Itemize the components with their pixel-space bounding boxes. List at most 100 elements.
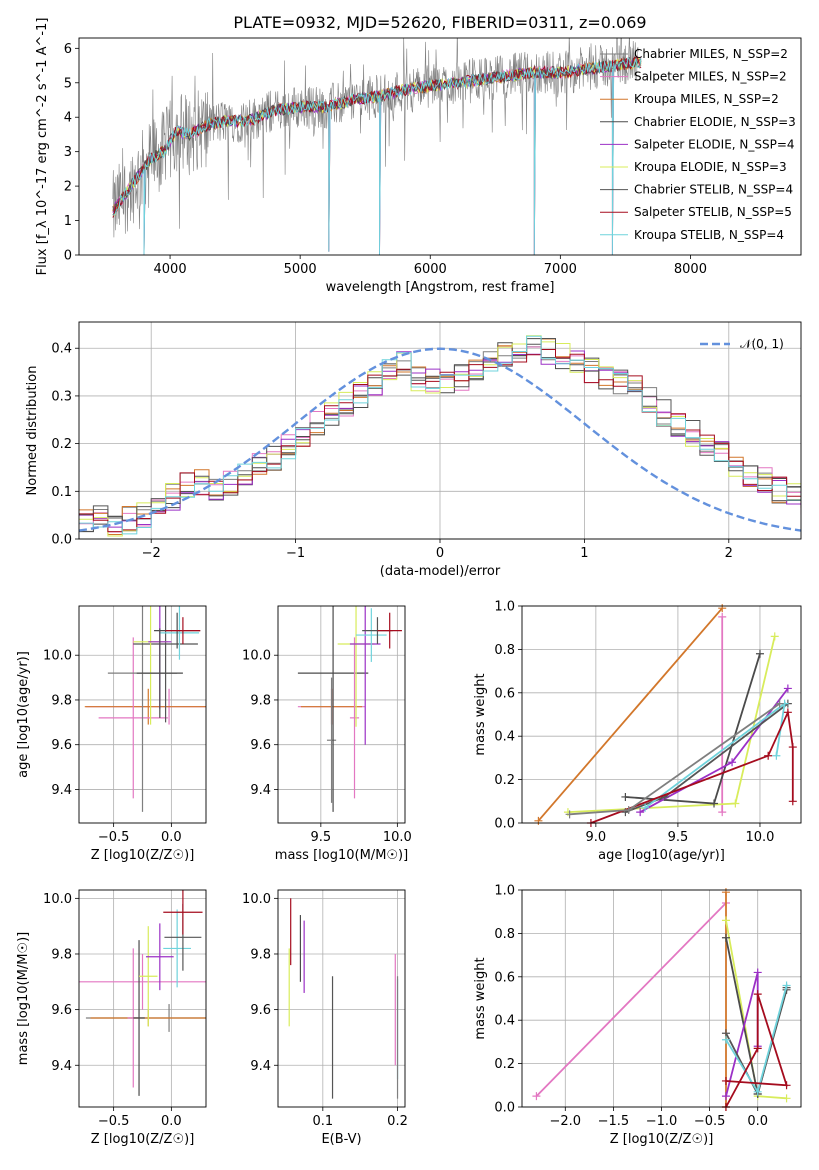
weight-series-line	[537, 607, 723, 822]
y-tick-label: 10.0	[242, 892, 271, 907]
y-tick-label: 0.6	[494, 686, 515, 701]
y-tick-label: 10.0	[43, 649, 72, 664]
plus-marker	[636, 808, 645, 817]
y-tick-label: 1.0	[494, 600, 515, 615]
plus-marker	[718, 808, 727, 817]
plus-marker	[532, 1092, 541, 1101]
y-tick-label: 9.4	[51, 783, 72, 798]
y-tick-label: 0.0	[51, 533, 72, 548]
x-tick-label: −0.5	[98, 830, 130, 845]
x-tick-label: 0.2	[387, 1114, 408, 1129]
axes-frame	[277, 889, 406, 1108]
x-tick-label: 0.1	[312, 1114, 333, 1129]
y-tick-label: 6	[64, 42, 72, 57]
x-tick-label: 0.0	[161, 1114, 182, 1129]
y-tick-label: 9.4	[51, 1059, 72, 1074]
plus-marker	[755, 649, 764, 658]
y-tick-label: 0.2	[494, 1057, 515, 1072]
axes-frame	[521, 605, 802, 824]
y-tick-label: 9.4	[250, 783, 271, 798]
plus-marker	[710, 799, 719, 808]
y-tick-label: 10.0	[43, 892, 72, 907]
plus-marker	[728, 758, 737, 767]
y-axis-label: Flux [f_λ 10^-17 erg cm^-2 s^-1 A^-1]	[35, 18, 50, 276]
y-tick-label: 0.4	[51, 342, 72, 357]
axes-frame	[521, 889, 802, 1108]
y-tick-label: 0.0	[494, 817, 515, 832]
age-vs-mass-panel: 9.5 10.0 9.4 9.6 9.8 10.0 mass [log10(M/M☉)]	[242, 605, 412, 863]
legend-entry: Chabrier STELIB, N_SSP=4	[634, 183, 793, 197]
spectrum-panel: 4000 5000 6000 7000 8000 0 1 2 3 4 5 6 wavelength [A…	[35, 18, 802, 295]
plus-marker	[641, 803, 650, 812]
y-tick-label: 9.6	[51, 1003, 72, 1018]
y-tick-label: 9.8	[51, 693, 72, 708]
plus-marker	[721, 933, 730, 942]
axes-frame	[78, 321, 802, 540]
plus-marker	[731, 799, 740, 808]
y-tick-label: 1	[64, 214, 72, 229]
plus-marker	[783, 708, 792, 717]
observed-spectrum	[112, 38, 639, 238]
plus-marker	[721, 1076, 730, 1085]
x-axis-label: (data-model)/error	[380, 564, 501, 579]
y-tick-label: 9.4	[250, 1059, 271, 1074]
model-spectrum-8	[112, 57, 642, 255]
x-tick-label: −0.5	[98, 1114, 130, 1129]
legend-entry: Kroupa ELODIE, N_SSP=3	[634, 160, 787, 174]
y-tick-label: 3	[64, 145, 72, 160]
y-tick-label: 5	[64, 76, 72, 91]
legend-entry: Kroupa MILES, N_SSP=2	[634, 92, 779, 106]
weight-vs-age-panel: 9.0 9.5 10.0 0.0 0.2 0.4 0.6 0.8 1.0 age [log10(a…	[473, 600, 802, 863]
plus-marker	[565, 810, 574, 819]
mass-vs-Z-panel: −0.5 0.0 9.4 9.6 9.8 10.0 Z [log10(Z/Z☉)] mass …	[16, 889, 207, 1147]
plus-marker	[788, 797, 797, 806]
x-tick-label: 0.0	[747, 1114, 768, 1129]
y-tick-label: 1.0	[494, 884, 515, 899]
plus-marker	[782, 981, 791, 990]
x-tick-label: 2	[725, 546, 733, 561]
plus-marker	[753, 990, 762, 999]
age-vs-Z-panel: −0.5 0.0 9.4 9.6 9.8 10.0 Z [log10(Z/Z☉)] age […	[16, 605, 207, 863]
x-tick-label: −2.0	[550, 1114, 582, 1129]
x-tick-label: −2	[142, 546, 161, 561]
normal-curve	[79, 347, 801, 532]
axes-frame	[277, 605, 406, 824]
x-tick-label: 9.5	[310, 830, 331, 845]
legend-entry: 𝒩(0, 1)	[740, 337, 784, 351]
plus-marker	[775, 699, 784, 708]
plus-marker	[721, 888, 730, 897]
plus-marker	[764, 751, 773, 760]
x-axis-label: mass [log10(M/M☉)]	[275, 848, 408, 863]
plus-marker	[772, 751, 781, 760]
legend-entry: Salpeter ELODIE, N_SSP=4	[634, 137, 795, 151]
plus-marker	[534, 816, 543, 825]
plus-marker	[721, 1092, 730, 1101]
axes-frame	[78, 605, 207, 824]
plus-marker	[770, 632, 779, 641]
plus-marker	[753, 1087, 762, 1096]
y-tick-label: 9.8	[250, 693, 271, 708]
x-tick-label: −0.5	[694, 1114, 726, 1129]
plus-marker	[782, 1094, 791, 1103]
y-tick-label: 0	[64, 249, 72, 264]
y-tick-label: 0.4	[494, 1014, 515, 1029]
x-tick-label: −1	[286, 546, 305, 561]
y-tick-label: 0.8	[494, 927, 515, 942]
x-axis-label: Z [log10(Z/Z☉)]	[91, 1132, 195, 1147]
y-tick-label: 0.1	[51, 485, 72, 500]
y-tick-label: 9.6	[51, 738, 72, 753]
y-tick-label: 0.4	[494, 730, 515, 745]
plus-marker	[721, 916, 730, 925]
legend-entry: Salpeter MILES, N_SSP=2	[634, 70, 787, 84]
legend-entry: Chabrier ELODIE, N_SSP=3	[634, 115, 796, 129]
residual-histogram-8	[79, 335, 801, 535]
plus-marker	[788, 743, 797, 752]
x-tick-label: 10.0	[383, 830, 412, 845]
plus-marker	[624, 805, 633, 814]
legend-entry: Salpeter STELIB, N_SSP=5	[634, 205, 792, 219]
y-tick-label: 9.8	[51, 947, 72, 962]
y-tick-label: 4	[64, 111, 72, 126]
residual-histogram-6	[79, 338, 801, 521]
model-spectrum-6	[112, 56, 642, 213]
